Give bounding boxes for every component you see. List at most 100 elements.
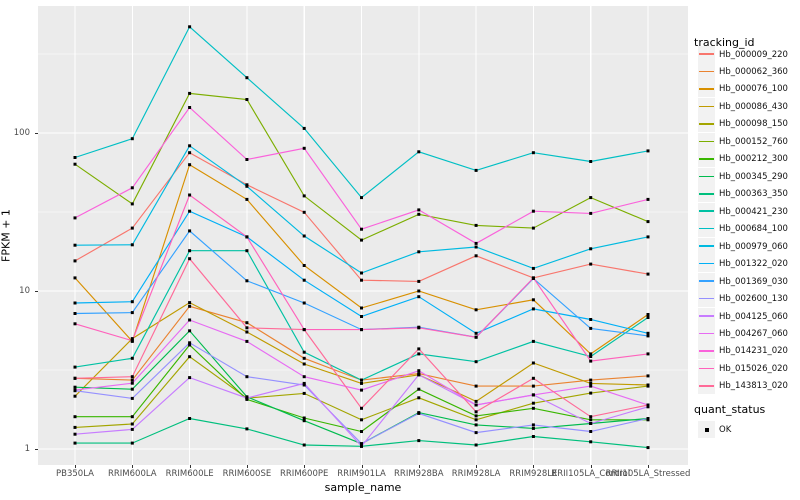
data-point: [360, 381, 363, 385]
legend-item: Hb_004267_060: [694, 325, 800, 343]
data-point: [302, 264, 306, 267]
data-point: [646, 149, 650, 153]
data-point: [130, 226, 134, 230]
legend-item-ok: OK: [694, 421, 800, 438]
legend-item-label: Hb_000684_100: [719, 224, 788, 235]
legend-item-label: Hb_004125_060: [719, 311, 788, 322]
data-point: [188, 91, 192, 95]
data-point: [130, 441, 134, 445]
data-point: [531, 435, 535, 438]
x-tick-mark: [246, 465, 248, 468]
data-point: [130, 300, 134, 304]
data-point: [130, 387, 134, 391]
data-point: [188, 144, 192, 148]
data-point: [73, 301, 77, 305]
data-point: [188, 318, 192, 322]
data-point: [245, 375, 249, 379]
x-tick-label: RRIM600PE: [280, 469, 329, 479]
data-point: [188, 25, 192, 29]
data-point: [646, 272, 650, 276]
x-tick-mark: [418, 465, 420, 468]
legend-item: Hb_143813_020: [694, 377, 800, 395]
data-point: [589, 378, 593, 382]
data-point: [130, 427, 134, 431]
legend-item-label: Hb_000212_300: [719, 154, 788, 165]
data-point: [589, 359, 593, 363]
data-point: [245, 326, 249, 330]
legend-item: Hb_001322_020: [694, 255, 800, 273]
legend-key-line: [699, 105, 714, 108]
x-tick-label: RRII105LA_Stressed: [605, 469, 691, 479]
data-point: [531, 151, 535, 155]
data-point: [245, 396, 249, 400]
data-point: [245, 321, 249, 325]
data-point: [417, 150, 421, 154]
x-tick-label: RRIM901LA: [337, 469, 386, 479]
data-point: [646, 384, 650, 388]
data-point: [188, 376, 192, 380]
legend-item: Hb_000421_230: [694, 202, 800, 220]
data-point: [73, 276, 77, 280]
data-point: [646, 331, 650, 335]
data-point: [188, 304, 192, 308]
data-point: [188, 106, 192, 109]
data-point: [360, 378, 363, 382]
x-tick-mark: [189, 465, 191, 468]
data-point: [188, 257, 192, 261]
legend-key-line: [699, 315, 714, 317]
data-point: [531, 401, 535, 405]
data-point: [417, 289, 421, 293]
legend-key-swatch: [698, 45, 715, 63]
legend: tracking_id Hb_000009_220 Hb_000062_360 Hb…: [694, 0, 800, 500]
legend-item-label: Hb_001369_030: [719, 276, 788, 287]
legend-item-label: Hb_001322_020: [719, 259, 788, 270]
data-point: [474, 331, 478, 335]
data-point: [245, 235, 249, 239]
y-tick-mark: [35, 291, 38, 292]
data-point: [188, 151, 192, 155]
data-point: [73, 432, 77, 436]
data-point: [589, 384, 593, 388]
data-point: [188, 417, 192, 420]
data-point: [302, 362, 306, 366]
x-tick-mark: [648, 465, 649, 468]
data-point: [73, 162, 77, 166]
legend-item: Hb_004125_060: [694, 307, 800, 325]
data-point: [130, 311, 134, 315]
legend-key-swatch: [698, 220, 715, 238]
data-point: [302, 443, 306, 447]
data-point: [73, 365, 77, 369]
data-point: [245, 76, 249, 80]
legend-item-label: Hb_000086_430: [719, 101, 788, 112]
data-point: [417, 396, 421, 400]
data-point: [646, 235, 650, 239]
legend-key-swatch: [698, 272, 715, 290]
y-tick-label: 10: [19, 286, 30, 296]
x-tick-label: RRII105LA_Control: [551, 469, 631, 479]
data-point: [646, 446, 650, 450]
data-point: [73, 312, 77, 315]
legend-item: Hb_000076_100: [694, 80, 800, 98]
legend-key-line: [699, 175, 714, 178]
data-point: [302, 383, 306, 387]
data-point: [474, 403, 478, 407]
data-point: [73, 425, 77, 429]
x-tick-label: RRIM928LA: [451, 469, 501, 479]
data-point: [531, 298, 535, 302]
data-point: [188, 329, 192, 333]
legend-item: Hb_000979_060: [694, 237, 800, 255]
data-point: [589, 391, 593, 395]
data-point: [73, 156, 77, 159]
data-point: [130, 337, 134, 341]
data-point: [130, 375, 134, 379]
data-point: [474, 384, 478, 388]
chart-panel: [38, 6, 688, 465]
legend-item-label: Hb_000009_220: [719, 49, 788, 60]
data-point: [302, 350, 306, 354]
legend-key-line: [699, 53, 714, 55]
data-point: [474, 418, 478, 422]
data-point: [646, 352, 650, 356]
data-point: [73, 216, 77, 220]
data-point: [302, 381, 306, 385]
